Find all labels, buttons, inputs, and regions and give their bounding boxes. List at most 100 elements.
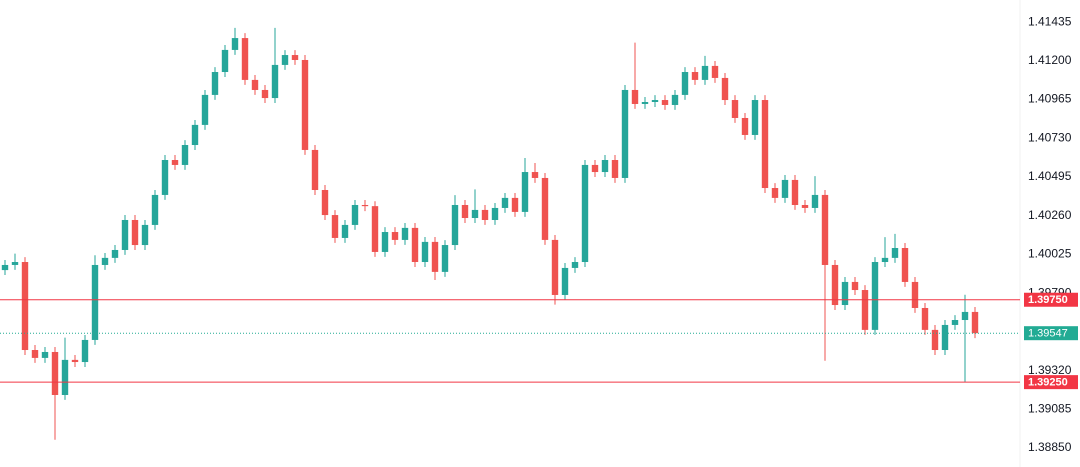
y-tick-label: 1.39085: [1028, 401, 1072, 415]
candle-body: [681, 72, 689, 95]
candle-body: [791, 179, 799, 205]
candle-body: [111, 249, 119, 258]
candle-body: [701, 65, 709, 80]
candle-body: [461, 204, 469, 219]
y-tick-label: 1.38850: [1028, 440, 1072, 454]
last-price-label: 1.39547: [1028, 328, 1068, 340]
candle-body: [91, 264, 99, 340]
candle-body: [201, 94, 209, 125]
candle-body: [521, 172, 529, 212]
candle-body: [531, 172, 539, 178]
candle-body: [891, 248, 899, 258]
candle-body: [431, 241, 439, 272]
candle-body: [561, 267, 569, 295]
candle-body: [371, 206, 379, 252]
candle-body: [661, 100, 669, 105]
candle-body: [411, 227, 419, 263]
candle-body: [491, 207, 499, 220]
candle-body: [81, 339, 89, 363]
candle-body: [901, 248, 909, 282]
candle-body: [421, 241, 429, 263]
candle-body: [231, 38, 239, 50]
candle-body: [711, 65, 719, 78]
y-tick-label: 1.40730: [1028, 130, 1072, 144]
candle-body: [921, 307, 929, 330]
candle-body: [641, 102, 649, 104]
candle-body: [161, 160, 169, 195]
candle-body: [291, 55, 299, 60]
candle-body: [51, 351, 59, 395]
candle-body: [451, 204, 459, 246]
level-label-box: [1024, 292, 1078, 307]
candle-body: [61, 359, 69, 395]
candle-body: [611, 160, 619, 178]
last-price-box: [1024, 326, 1078, 341]
candle-body: [571, 262, 579, 268]
y-tick-label: 1.40965: [1028, 92, 1072, 106]
candle-body: [551, 239, 559, 295]
candle-body: [171, 160, 179, 165]
level-label: 1.39250: [1028, 377, 1068, 389]
candle-body: [581, 164, 589, 263]
candle-body: [271, 64, 279, 99]
candle-body: [881, 257, 889, 263]
candle-body: [41, 351, 49, 358]
candle-body: [211, 72, 219, 95]
candle-body: [621, 89, 629, 178]
candle-body: [121, 219, 129, 250]
candle-body: [721, 77, 729, 101]
candle-body: [631, 89, 639, 104]
candle-body: [781, 179, 789, 198]
candle-body: [741, 117, 749, 135]
candle-body: [381, 232, 389, 252]
candle-body: [651, 100, 659, 103]
candle-body: [131, 219, 139, 246]
candle-body: [11, 262, 19, 265]
candle-body: [241, 38, 249, 80]
candle-body: [811, 194, 819, 208]
candle-body: [861, 290, 869, 330]
candle-body: [911, 281, 919, 308]
y-tick-label: 1.41200: [1028, 53, 1072, 67]
candle-body: [261, 89, 269, 99]
candle-body: [471, 209, 479, 219]
candle-body: [941, 324, 949, 351]
candle-body: [821, 194, 829, 265]
candle-body: [511, 197, 519, 212]
candle-body: [221, 49, 229, 73]
candle-body: [141, 224, 149, 246]
candle-body: [311, 149, 319, 190]
candle-body: [251, 79, 259, 90]
candle-body: [601, 160, 609, 173]
candle-body: [671, 94, 679, 105]
candle-body: [541, 177, 549, 240]
y-tick-label: 1.40495: [1028, 169, 1072, 183]
candle-body: [351, 204, 359, 225]
candle-body: [771, 188, 779, 198]
candle-body: [301, 59, 309, 150]
candle-body: [761, 100, 769, 189]
candle-body: [71, 359, 79, 363]
candle-body: [281, 55, 289, 65]
candle-body: [391, 232, 399, 240]
candle-body: [841, 281, 849, 306]
candle-body: [361, 204, 369, 207]
candle-body: [331, 215, 339, 238]
candle-body: [801, 204, 809, 208]
y-tick-label: 1.41435: [1028, 14, 1072, 28]
candle-body: [321, 189, 329, 216]
candle-body: [341, 224, 349, 238]
candle-body: [691, 72, 699, 80]
candle-body: [401, 227, 409, 240]
candle-body: [751, 100, 759, 135]
candle-body: [851, 281, 859, 291]
candle-body: [951, 320, 959, 325]
level-label-box: [1024, 375, 1078, 390]
y-tick-label: 1.39320: [1028, 363, 1072, 377]
y-tick-label: 1.40025: [1028, 247, 1072, 261]
candle-body: [731, 100, 739, 118]
candle-body: [831, 264, 839, 306]
candle-body: [871, 262, 879, 330]
candle-body: [31, 350, 39, 358]
